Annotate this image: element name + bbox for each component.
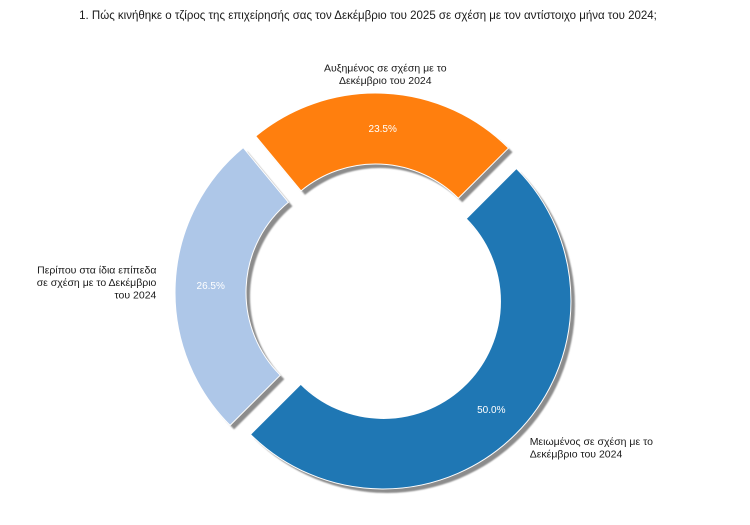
slice-category-label-line: Αυξημένος σε σχέση με το (324, 63, 447, 75)
donut-slice-2 (174, 146, 290, 427)
donut-slice-3 (249, 167, 572, 490)
slice-category-label-line: του 2024 (115, 290, 157, 302)
slice-category-label: Αυξημένος σε σχέση με το Δεκέμβριο του 20… (324, 63, 447, 88)
slice-percentage-label: 26.5% (197, 281, 225, 292)
slice-category-label-line: Μειωμένος σε σχέση με το (530, 436, 653, 448)
slice-percentage-label: 23.5% (369, 124, 397, 135)
percentage-labels: 23.5% 26.5% 50.0% (197, 124, 506, 416)
slice-category-label-line: Δεκέμβριο του 2024 (339, 75, 432, 87)
donut-slice-1 (255, 92, 510, 199)
slice-percentage-label: 50.0% (477, 405, 505, 416)
slice-category-label: Περίπου στα ίδια επίπεδα σε σχέση με το Δ… (37, 265, 157, 302)
donut-slices (174, 92, 572, 490)
slice-category-label-line: Περίπου στα ίδια επίπεδα (37, 265, 156, 277)
chart-title: 1. Πώς κινήθηκε ο τζίρος της επιχείρησής… (79, 10, 657, 22)
slice-labels: Αυξημένος σε σχέση με το Δεκέμβριο του 20… (37, 63, 653, 461)
slice-category-label-line: Δεκέμβριο του 2024 (530, 449, 623, 461)
slice-category-label: Μειωμένος σε σχέση με το Δεκέμβριο του 20… (530, 436, 653, 461)
slice-category-label-line: σε σχέση με το Δεκέμβριο (37, 277, 157, 289)
